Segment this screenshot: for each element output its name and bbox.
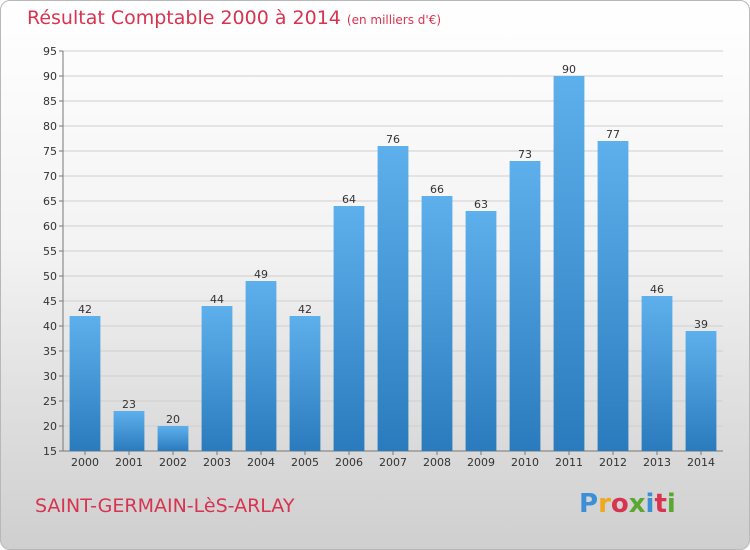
data-label: 42 <box>298 303 312 316</box>
bar <box>69 316 101 451</box>
data-label: 46 <box>650 283 664 296</box>
place-name: SAINT-GERMAIN-LèS-ARLAY <box>35 495 295 517</box>
x-tick-label: 2002 <box>159 456 187 469</box>
x-tick-label: 2011 <box>555 456 583 469</box>
data-label: 42 <box>78 303 92 316</box>
bar <box>377 146 409 451</box>
bar <box>157 426 189 451</box>
x-tick-label: 2007 <box>379 456 407 469</box>
y-tick-label: 70 <box>43 170 57 183</box>
data-label: 66 <box>430 183 444 196</box>
proxiti-logo: Proxiti <box>579 489 676 519</box>
chart-title: Résultat Comptable 2000 à 2014 (en millie… <box>27 7 441 29</box>
y-tick-label: 55 <box>43 245 57 258</box>
y-tick-label: 75 <box>43 145 57 158</box>
bar <box>553 76 585 451</box>
bar <box>289 316 321 451</box>
x-tick-label: 2000 <box>71 456 99 469</box>
data-label: 73 <box>518 148 532 161</box>
y-tick-label: 90 <box>43 70 57 83</box>
y-tick-label: 60 <box>43 220 57 233</box>
data-label: 76 <box>386 133 400 146</box>
bar <box>245 281 277 451</box>
chart-subtitle: (en milliers d'€) <box>346 13 442 27</box>
data-label: 49 <box>254 268 268 281</box>
x-tick-label: 2004 <box>247 456 275 469</box>
y-tick-label: 45 <box>43 295 57 308</box>
y-tick-label: 65 <box>43 195 57 208</box>
data-label: 77 <box>606 128 620 141</box>
data-label: 90 <box>562 63 576 76</box>
data-label: 44 <box>210 293 224 306</box>
x-tick-label: 2005 <box>291 456 319 469</box>
x-tick-label: 2003 <box>203 456 231 469</box>
bar <box>333 206 365 451</box>
y-tick-label: 30 <box>43 370 57 383</box>
y-tick-label: 20 <box>43 420 57 433</box>
bar <box>597 141 629 451</box>
x-tick-label: 2013 <box>643 456 671 469</box>
y-tick-label: 35 <box>43 345 57 358</box>
data-label: 63 <box>474 198 488 211</box>
logo-letter: i <box>666 489 676 519</box>
bar <box>641 296 673 451</box>
bar <box>465 211 497 451</box>
x-tick-label: 2010 <box>511 456 539 469</box>
bar <box>685 331 717 451</box>
x-tick-label: 2001 <box>115 456 143 469</box>
x-tick-label: 2009 <box>467 456 495 469</box>
y-tick-label: 85 <box>43 95 57 108</box>
x-tick-label: 2006 <box>335 456 363 469</box>
y-tick-label: 95 <box>43 45 57 58</box>
logo-letter: i <box>645 489 655 519</box>
x-tick-label: 2012 <box>599 456 627 469</box>
data-label: 23 <box>122 398 136 411</box>
chart-title-text: Résultat Comptable 2000 à 2014 <box>27 7 341 29</box>
y-tick-label: 15 <box>43 445 57 458</box>
logo-letter: o <box>610 489 629 519</box>
bar <box>509 161 541 451</box>
logo-letter: r <box>598 489 611 519</box>
x-tick-label: 2014 <box>687 456 715 469</box>
bar <box>113 411 145 451</box>
bar <box>421 196 453 451</box>
bar <box>201 306 233 451</box>
logo-letter: P <box>579 489 599 519</box>
data-label: 20 <box>166 413 180 426</box>
data-label: 39 <box>694 318 708 331</box>
y-tick-label: 40 <box>43 320 57 333</box>
y-tick-label: 50 <box>43 270 57 283</box>
y-tick-label: 80 <box>43 120 57 133</box>
x-tick-label: 2008 <box>423 456 451 469</box>
data-label: 64 <box>342 193 356 206</box>
logo-letter: x <box>628 489 646 519</box>
logo-letter: t <box>654 489 667 519</box>
y-tick-label: 25 <box>43 395 57 408</box>
